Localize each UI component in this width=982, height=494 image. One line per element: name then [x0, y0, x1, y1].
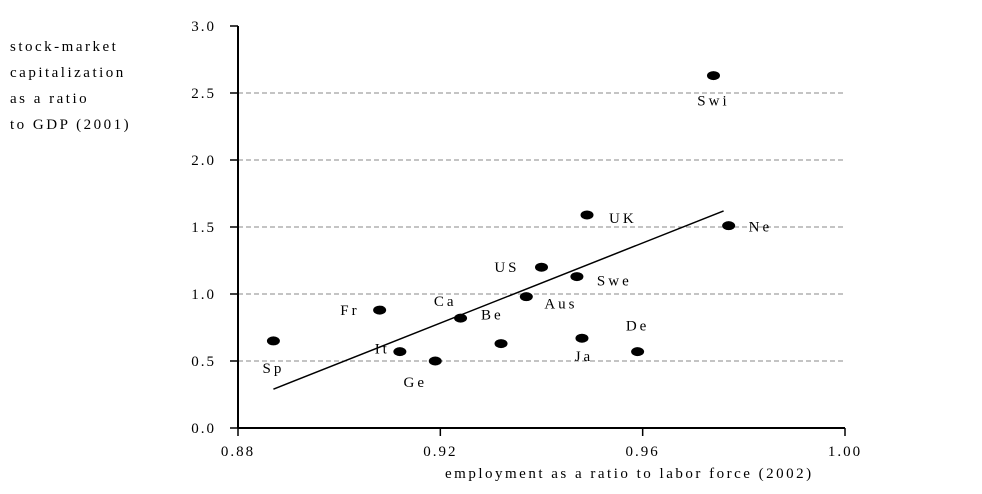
y-tick-label: 2.5 [191, 86, 216, 102]
point-label-Fr: Fr [340, 303, 359, 319]
y-tick-label: 0.0 [191, 421, 216, 437]
y-tick-label: 1.5 [191, 220, 216, 236]
axes [230, 25, 846, 436]
point-label-De: De [626, 319, 650, 335]
x-tick-label: 0.92 [423, 444, 457, 460]
point-label-It: It [375, 342, 390, 358]
point-Fr [373, 305, 387, 315]
x-axis-label: employment as a ratio to labor force (20… [445, 466, 814, 482]
point-label-Ge: Ge [404, 375, 428, 391]
point-Ne [722, 221, 736, 231]
y-tick-label: 1.0 [191, 287, 216, 303]
point-Swe [570, 272, 584, 282]
point-Ge [428, 356, 442, 366]
y-tick-label: 0.5 [191, 354, 216, 370]
point-Aus [519, 292, 533, 302]
point-label-Swi: Swi [697, 94, 729, 110]
y-axis-label-line-3: as a ratio [10, 91, 90, 107]
point-label-Swe: Swe [597, 274, 632, 290]
y-axis-label-line-1: stock-market [10, 39, 119, 55]
gridlines [238, 92, 845, 362]
x-tick-label: 0.88 [221, 444, 255, 460]
data-points [266, 71, 736, 366]
point-US [535, 262, 548, 272]
point-UK [580, 210, 594, 220]
y-axis-label-line-2: capitalization [10, 65, 126, 81]
y-axis-label-line-4: to GDP (2001) [10, 117, 132, 133]
point-Swi [706, 71, 720, 81]
point-label-Ne: Ne [749, 220, 773, 236]
point-label-Ja: Ja [575, 349, 594, 365]
trendline-group [273, 210, 724, 390]
trendline [273, 210, 724, 390]
point-label-Ca: Ca [434, 294, 457, 310]
x-tick-label: 0.96 [626, 444, 660, 460]
point-Sp [266, 336, 280, 346]
tick-labels: 0.0 0.5 1.0 1.5 2.0 2.5 3.0 0.88 0.92 0.96 1.00 [191, 19, 862, 460]
point-label-US: US [494, 260, 519, 276]
x-tick-label: 1.00 [828, 444, 862, 460]
point-label-Be: Be [481, 308, 504, 324]
point-label-Aus: Aus [544, 297, 577, 313]
point-Ca [454, 313, 468, 323]
point-It [393, 347, 407, 357]
y-tick-label: 3.0 [191, 19, 216, 35]
point-Ja [575, 333, 589, 343]
y-tick-label: 2.0 [191, 153, 216, 169]
point-label-UK: UK [609, 211, 637, 227]
point-Be [494, 339, 508, 349]
point-label-Sp: Sp [262, 361, 284, 377]
point-labels: Swi UK Ne US Swe Aus Fr Ca Ja Sp Be De It Ge [262, 94, 773, 391]
point-De [631, 347, 645, 357]
